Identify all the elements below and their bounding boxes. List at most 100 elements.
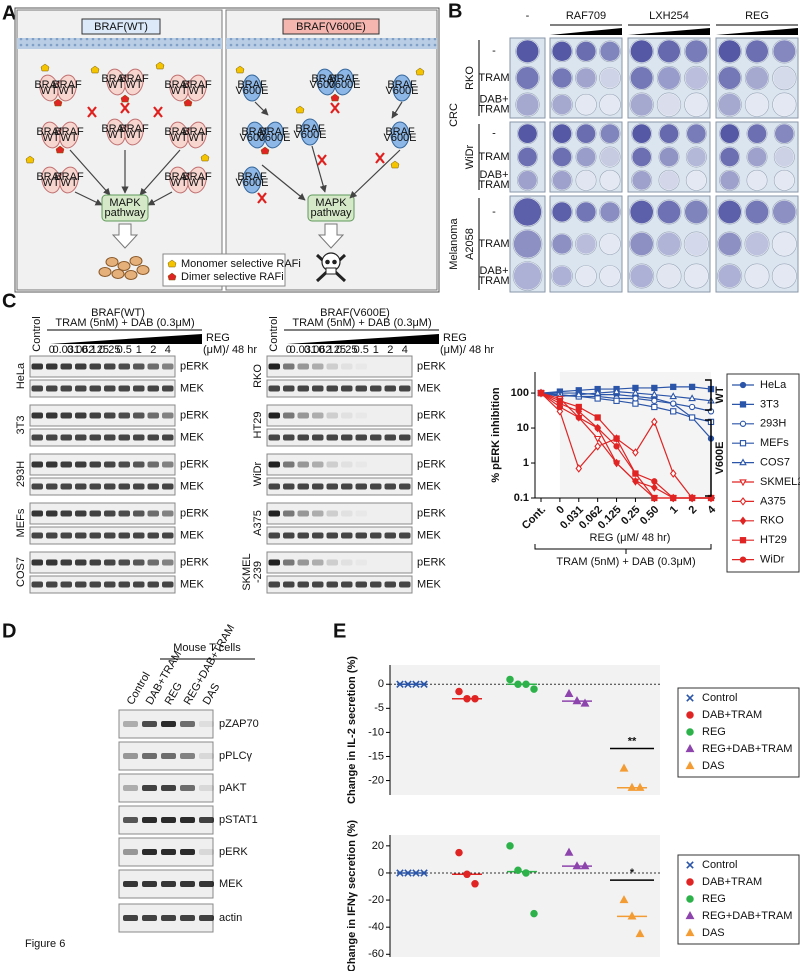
colony-stain [518,147,537,167]
y-tick-label: 1 [523,457,529,469]
data-line [540,392,711,499]
band [341,412,353,419]
blot-label: pERK [417,556,446,568]
blot-label: pERK [180,556,209,568]
band [60,412,72,419]
x-tick-label: 1 [668,504,681,517]
band [180,753,195,759]
legend-label: MEFs [760,437,789,449]
legend-label: DAS [702,760,725,772]
band [104,559,116,566]
y-axis-title: % pERK inhibition [490,387,502,483]
pathway-label: MAPK [315,197,347,209]
colony-stain [600,124,620,144]
well [772,92,797,117]
colony-stain [600,202,620,222]
colony-stain [518,170,537,190]
well [575,67,597,89]
band [75,559,87,566]
treatment-label: DAB+ [479,94,508,106]
band [31,510,43,517]
band [297,363,309,370]
control-label: Control [268,316,280,351]
band [104,461,116,468]
band [60,532,72,539]
band [326,510,338,517]
band [326,461,338,468]
legend-marker [685,928,695,937]
inhibitor [330,93,340,102]
data-point [594,442,601,451]
legend-label: REG+DAB+TRAM [702,910,792,922]
protein-label: BRAF [34,79,64,91]
colony-stain [657,93,681,116]
braf-protein [187,74,207,102]
data-point [651,483,658,492]
protein-label: WT [107,79,124,91]
band [268,461,280,468]
protein-label: V600E [327,79,360,91]
data-point [396,869,404,877]
band [341,385,353,392]
inhibitor [415,67,425,76]
dose-label: 0.25 [336,344,357,356]
protein-label: WT [60,132,77,144]
membrane [17,38,222,49]
band [31,363,43,370]
bracket-label: TRAM (5nM) + DAB (0.3μM) [556,556,695,568]
legend-marker [739,420,747,427]
well [512,261,543,291]
well [772,65,797,91]
cell [98,267,112,277]
protein-label: BRAF [101,73,131,85]
inhibitor [235,65,245,74]
colony-stain [773,40,796,63]
data-point [632,470,639,477]
data-point [650,390,659,398]
band [142,881,157,887]
braf-protein [59,166,79,194]
band [75,581,87,588]
band [89,461,101,468]
data-point [412,680,420,689]
band [268,483,280,490]
inhibitor [53,98,63,107]
colony-stain [684,264,708,288]
block-mark [120,102,130,114]
y-tick-label: -10 [368,726,384,738]
protein-label: BRAF [385,126,415,138]
colony-stain [600,234,620,254]
data-point [580,861,590,870]
blot-label: pZAP70 [219,718,259,730]
colony-stain [552,266,572,286]
band [384,434,396,441]
blot-label: MEK [180,578,205,590]
well [599,233,621,255]
data-point [651,478,658,485]
band [341,510,353,517]
colony-stain [518,124,537,144]
legend-label: DAB+TRAM [702,709,762,721]
band [89,581,101,588]
band [104,532,116,539]
data-point [613,397,620,404]
dose-wedge [50,334,202,344]
legend-label: HT29 [760,534,787,546]
protein-label: BRAF [164,79,194,91]
band [161,915,176,921]
y-tick-label: 20 [372,840,384,852]
blot-strip [266,575,413,594]
inhibitor [40,63,50,72]
band [89,363,101,370]
blot-strip [266,404,413,427]
protein-label: V600E [235,177,268,189]
colony-stain [659,124,679,144]
band [46,412,58,419]
legend-marker [686,694,694,702]
band [326,483,338,490]
colony-stain [659,147,679,167]
band [312,363,324,370]
band [326,559,338,566]
drug-label: REG [443,332,467,344]
